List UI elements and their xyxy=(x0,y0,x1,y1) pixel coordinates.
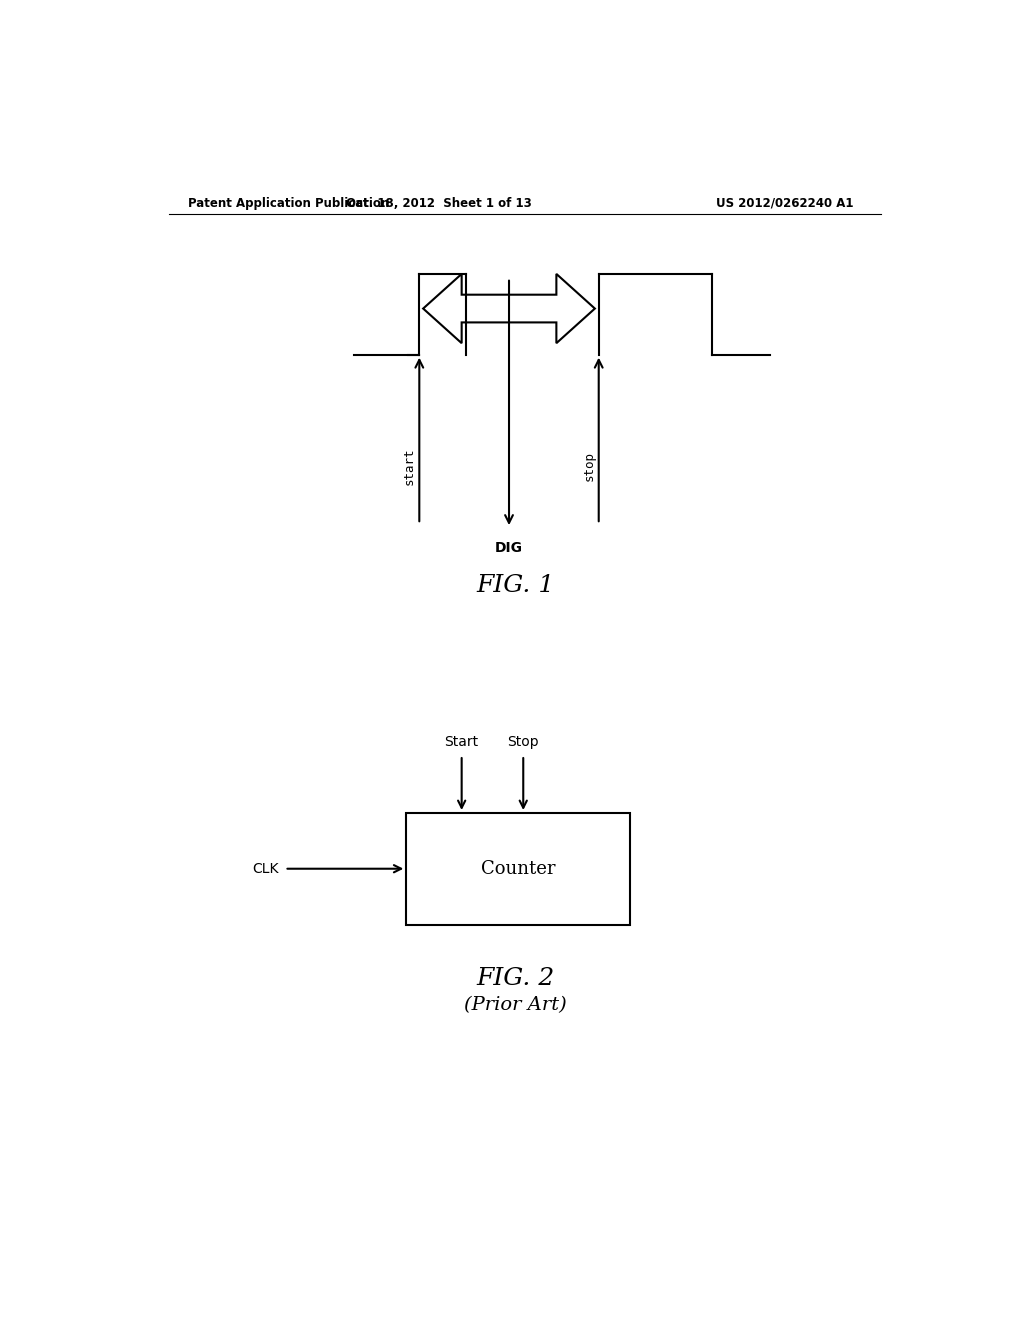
Text: FIG. 1: FIG. 1 xyxy=(476,574,555,597)
Bar xyxy=(407,813,630,924)
Text: stop: stop xyxy=(583,451,595,482)
Text: Stop: Stop xyxy=(508,735,539,748)
Text: DIG: DIG xyxy=(495,541,523,556)
Text: start: start xyxy=(402,447,416,486)
Text: Oct. 18, 2012  Sheet 1 of 13: Oct. 18, 2012 Sheet 1 of 13 xyxy=(346,197,531,210)
Text: Start: Start xyxy=(444,735,479,748)
Text: (Prior Art): (Prior Art) xyxy=(464,997,567,1014)
Polygon shape xyxy=(423,275,595,343)
Text: US 2012/0262240 A1: US 2012/0262240 A1 xyxy=(716,197,853,210)
Text: Patent Application Publication: Patent Application Publication xyxy=(188,197,389,210)
Text: CLK: CLK xyxy=(252,862,279,875)
Text: Counter: Counter xyxy=(480,859,555,878)
Text: FIG. 2: FIG. 2 xyxy=(476,968,555,990)
